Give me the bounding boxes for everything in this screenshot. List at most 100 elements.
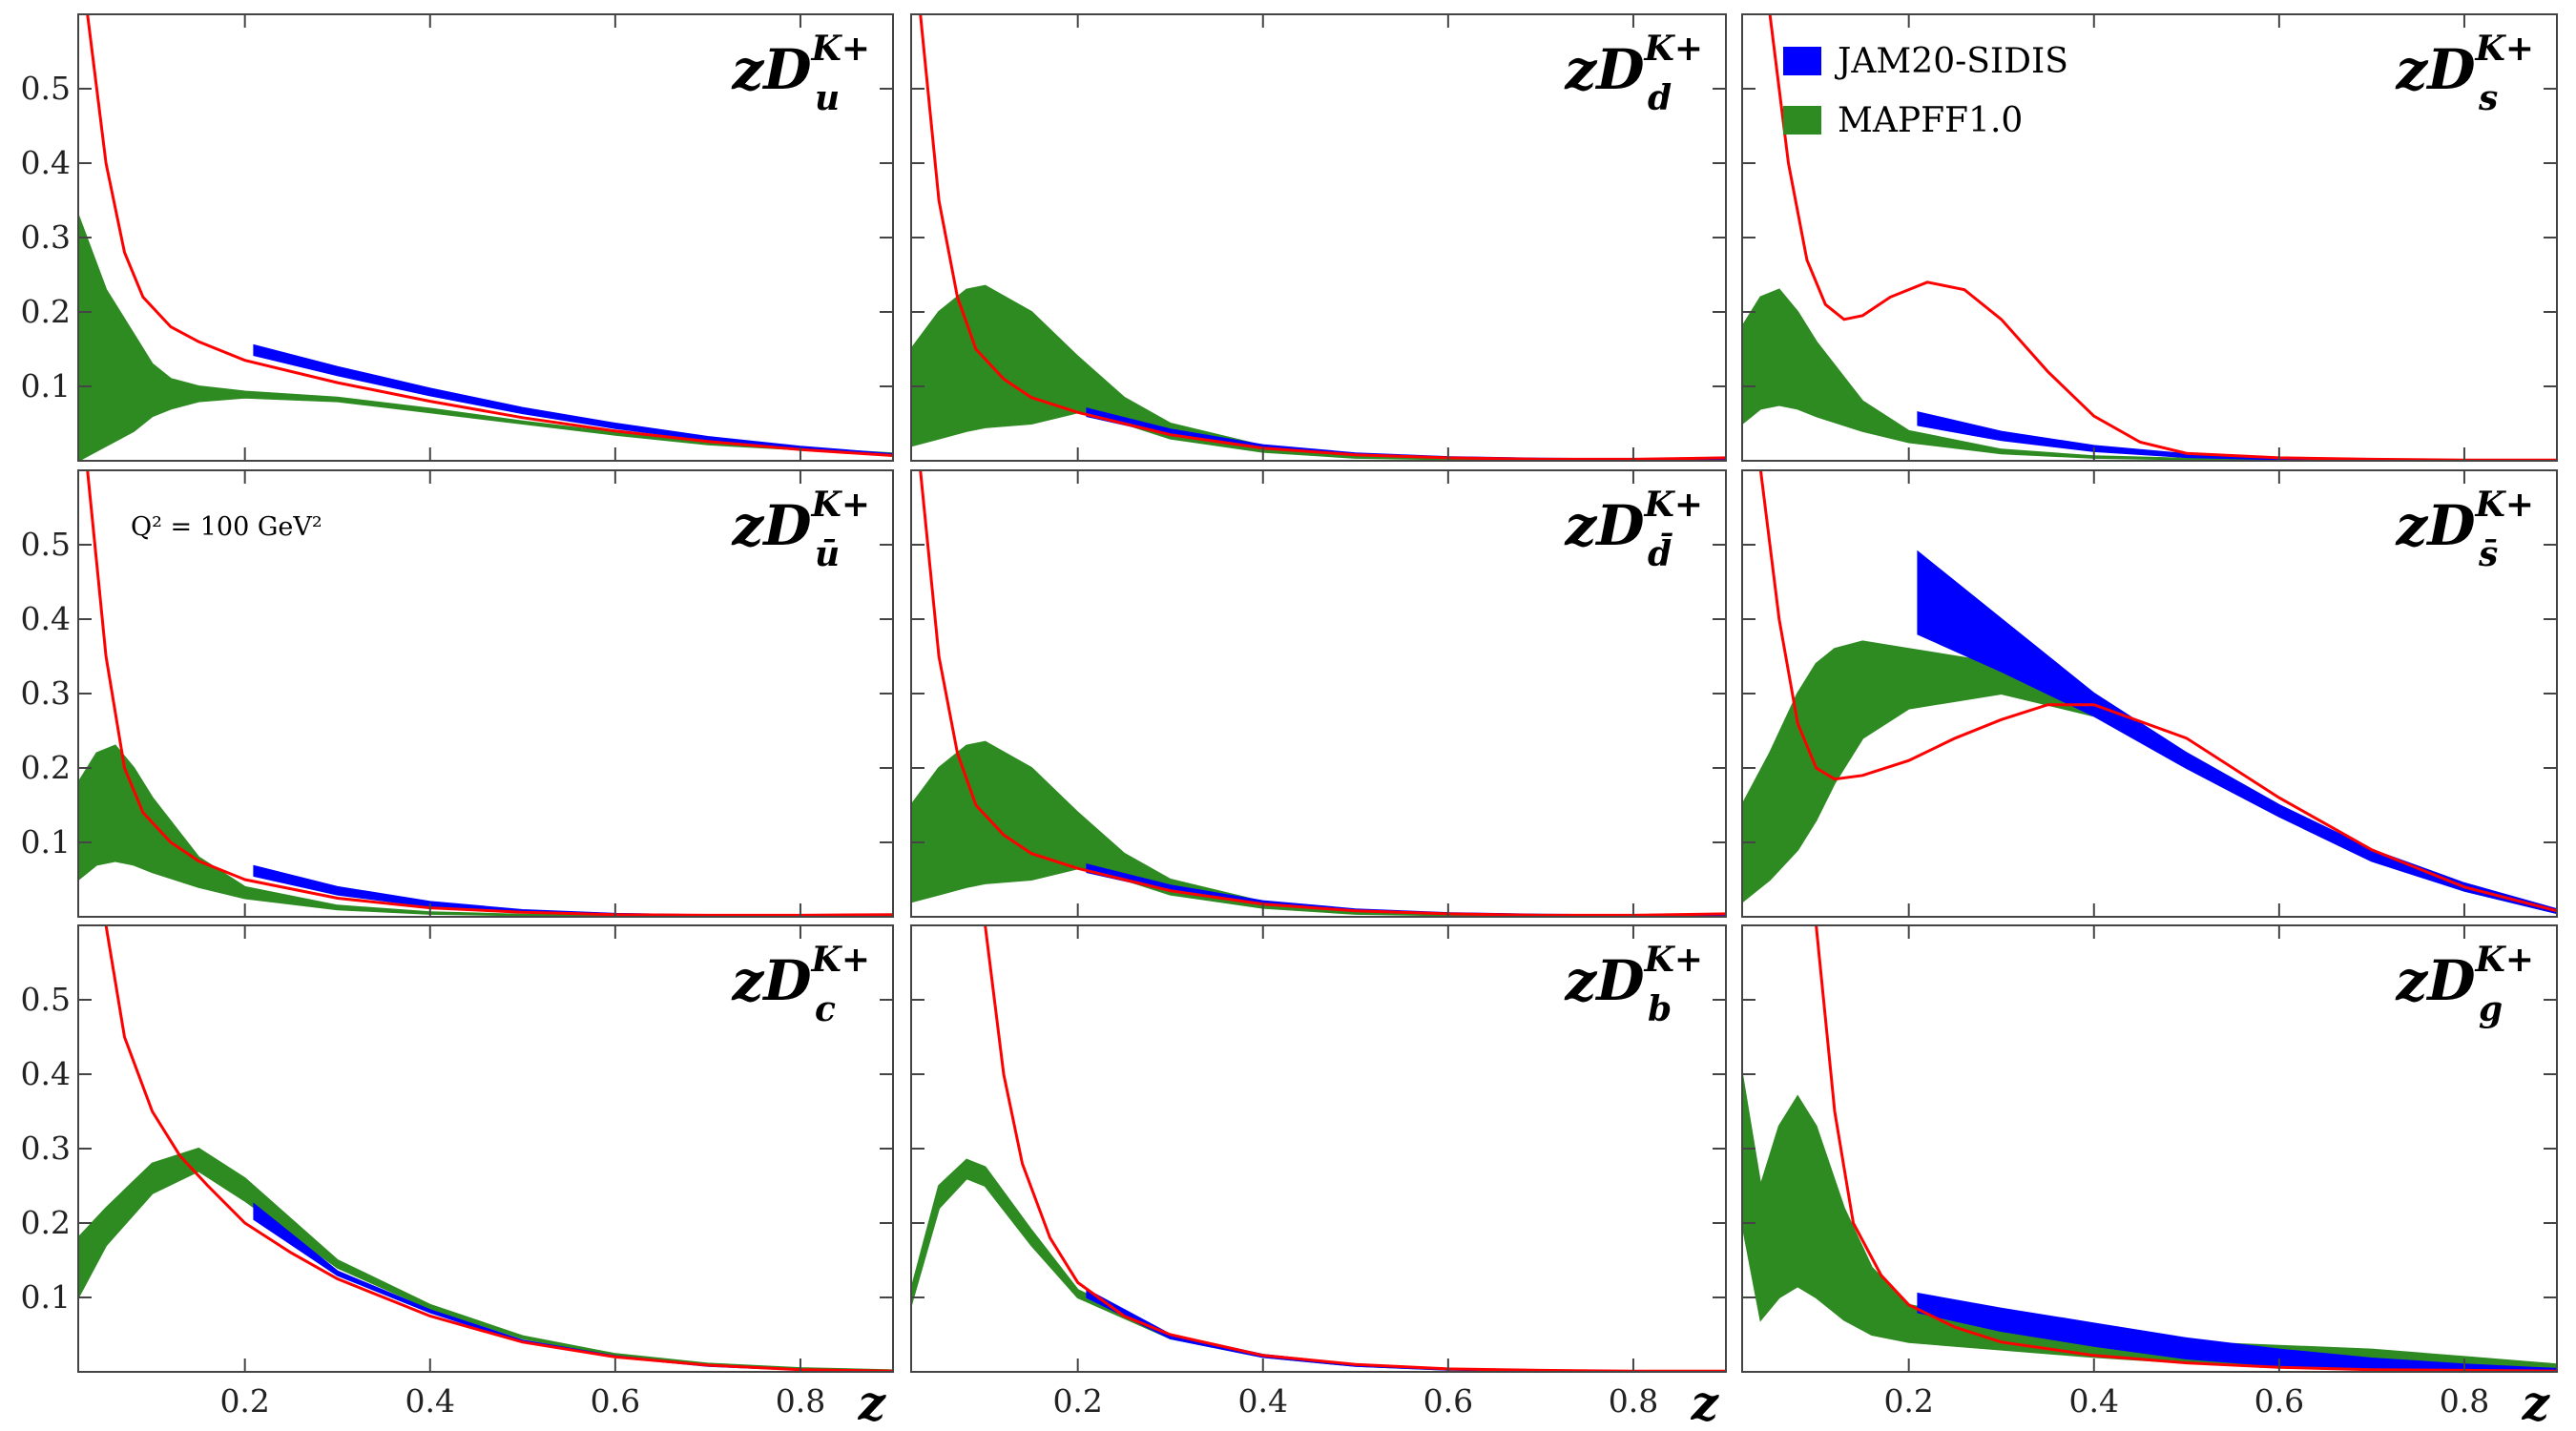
legend-label: MAPFF1.0 [1838,101,2023,140]
jam-band [1086,863,1726,917]
red-curve [86,470,893,917]
label-main: zD [1564,948,1644,1013]
x-tick-label: 0.8 [776,1382,825,1420]
plot-area [78,14,893,461]
label-sub: c [815,989,836,1029]
label-main: zD [731,948,811,1013]
jam-band [1086,1288,1726,1372]
plot-area [78,925,893,1372]
x-tick-label: 0.4 [405,1382,455,1420]
y-tick-label: 0.5 [21,981,71,1018]
y-tick-label: 0.5 [21,70,71,107]
panel-label: zDK+ u [731,29,870,118]
y-tick-label: 0.3 [21,218,71,256]
red-curve [919,14,1726,461]
plot-area [1742,925,2557,1372]
label-main: zD [1564,493,1644,558]
x-tick-label: 0.8 [2440,1382,2489,1420]
mapff-band [78,744,893,917]
mapff-band [911,284,1726,461]
y-tick-label: 0.3 [21,1130,71,1167]
x-tick-label: 0.6 [591,1382,640,1420]
mapff-band [78,215,893,461]
label-sup: K+ [2475,29,2534,69]
label-main: zD [731,37,811,102]
label-sub: d [1648,78,1672,118]
label-sub: d̄ [1648,532,1673,574]
red-curve [1768,14,2557,461]
legend: JAM20-SIDIS MAPFF1.0 [1783,42,2068,140]
label-main: zD [1564,37,1644,102]
panel-3: zDK+ s JAM20-SIDIS MAPFF1.0 [1741,13,2558,462]
label-sup: K+ [1644,940,1703,980]
panel-label: zDK+ s [2395,29,2534,118]
label-sub: g [2479,989,2503,1029]
x-tick-label: 0.4 [1238,1382,1288,1420]
red-curve [1815,925,2557,1372]
label-main: zD [2395,37,2475,102]
red-curve [104,925,893,1372]
x-tick-label: 0.2 [1883,1382,1933,1420]
label-sup: K+ [2475,485,2534,525]
x-tick-label: 0.6 [1423,1382,1473,1420]
x-axis-label: z [858,1375,887,1431]
panel-label: zDK+ g [2395,940,2534,1029]
panel-2: zDK+ d [910,13,1727,462]
panel-8: 0.2 0.4 0.6 0.8 zDK+ b z [910,924,1727,1431]
q2-annotation: Q² = 100 GeV² [131,512,322,542]
y-tick-label: 0.4 [21,1055,71,1092]
label-main: zD [731,493,811,558]
panel-5: zDK+ d̄ [910,469,1727,918]
y-tick-label: 0.5 [21,526,71,563]
y-tick-label: 0.2 [21,1204,71,1241]
y-tick-label: 0.3 [21,674,71,712]
red-curve [86,14,893,457]
panel-label: zDK+ ū [731,485,870,574]
panel-label: zDK+ d [1564,29,1703,118]
x-tick-label: 0.2 [1052,1382,1102,1420]
panel-7: 0.2 0.4 0.6 0.8 0.1 0.2 0.3 0.4 0.5 zDK+ c z [21,924,894,1431]
panel-label: zDK+ s̄ [2395,485,2534,574]
x-axis-label: z [1691,1375,1720,1431]
y-tick-label: 0.1 [21,823,71,861]
label-sub: s [2478,78,2498,118]
legend-label: JAM20-SIDIS [1834,42,2068,81]
x-axis-label: z [2522,1375,2551,1431]
label-sup: K+ [2475,940,2534,980]
plot-area [1742,470,2557,915]
y-tick-label: 0.4 [21,600,71,637]
panel-6: zDK+ s̄ [1741,469,2558,918]
x-tick-label: 0.4 [2069,1382,2119,1420]
panel-label: zDK+ b [1564,940,1703,1029]
x-tick-label: 0.8 [1609,1382,1658,1420]
label-sub: ū [815,534,840,574]
panel-label: zDK+ c [731,940,870,1029]
panel-1: 0.1 0.2 0.3 0.4 0.5 zDK+ u [21,13,894,462]
legend-swatch [1783,47,1821,75]
jam-band [1917,550,2557,915]
label-main: zD [2395,948,2475,1013]
label-sup: K+ [811,485,870,525]
y-tick-label: 0.4 [21,144,71,181]
panel-9: 0.2 0.4 0.6 0.8 zDK+ g z [1741,924,2558,1431]
y-tick-label: 0.1 [21,1278,71,1316]
mapff-band [911,740,1726,917]
red-curve [1758,470,2557,913]
x-tick-label: 0.2 [219,1382,269,1420]
red-curve [919,470,1726,917]
jam-band [253,343,893,457]
mapff-band [1742,1073,2557,1372]
jam-band [1086,407,1726,461]
label-sub: s̄ [2478,534,2498,574]
y-tick-label: 0.2 [21,293,71,330]
y-tick-label: 0.2 [21,749,71,786]
red-curve [984,925,1726,1372]
label-main: zD [2395,493,2475,558]
label-sup: K+ [811,940,870,980]
legend-swatch [1783,106,1821,135]
label-sup: K+ [1644,485,1703,525]
y-tick-label: 0.1 [21,367,71,404]
label-sub: b [1648,989,1672,1029]
x-tick-label: 0.6 [2254,1382,2304,1420]
